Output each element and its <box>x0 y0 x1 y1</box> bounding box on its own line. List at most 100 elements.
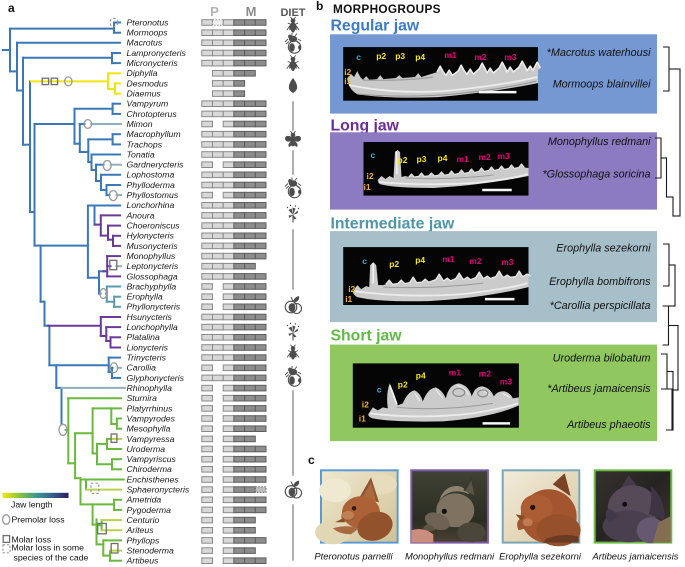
svg-text:Erophylla sezekorni: Erophylla sezekorni <box>556 243 651 255</box>
svg-text:Glossophaga: Glossophaga <box>127 271 178 281</box>
svg-text:Lophostoma: Lophostoma <box>127 170 175 180</box>
svg-text:Erophylla: Erophylla <box>127 292 163 302</box>
svg-text:Uroderma: Uroderma <box>127 444 166 454</box>
svg-text:Lonchophylla: Lonchophylla <box>127 322 178 332</box>
svg-text:c: c <box>308 453 315 467</box>
svg-text:Platyrrhinus: Platyrrhinus <box>127 403 174 413</box>
svg-text:Anoura: Anoura <box>126 210 155 220</box>
svg-text:p2: p2 <box>398 155 408 165</box>
svg-text:i1: i1 <box>364 182 371 192</box>
svg-text:Regular jaw: Regular jaw <box>331 18 420 35</box>
svg-text:Mormoops: Mormoops <box>127 28 169 38</box>
svg-text:Pteronotus: Pteronotus <box>127 17 170 27</box>
svg-text:m3: m3 <box>500 376 513 386</box>
svg-text:c: c <box>356 52 361 62</box>
svg-text:Artibeus: Artibeus <box>126 556 160 566</box>
svg-text:Chiroderma: Chiroderma <box>127 464 173 474</box>
svg-text:Glyphonycteris: Glyphonycteris <box>127 373 185 383</box>
svg-text:Molar loss in some: Molar loss in some <box>12 543 85 553</box>
svg-text:c: c <box>362 256 367 266</box>
svg-text:Monophyllus redmani: Monophyllus redmani <box>548 136 651 148</box>
svg-text:p4: p4 <box>438 153 448 163</box>
svg-text:p2: p2 <box>389 259 399 269</box>
svg-text:m3: m3 <box>501 257 514 267</box>
svg-text:m3: m3 <box>504 52 517 62</box>
svg-text:a: a <box>8 1 15 15</box>
svg-text:Sphaeronycteris: Sphaeronycteris <box>127 485 190 495</box>
svg-text:m2: m2 <box>479 152 492 162</box>
svg-text:Lonchorhina: Lonchorhina <box>127 200 175 210</box>
svg-text:Diaemus: Diaemus <box>127 89 162 99</box>
svg-text:Short jaw: Short jaw <box>331 328 403 345</box>
svg-text:m2: m2 <box>479 368 492 378</box>
svg-text:i1: i1 <box>345 294 352 304</box>
svg-text:p2: p2 <box>398 379 408 389</box>
svg-text:Hsunycteris: Hsunycteris <box>127 312 173 322</box>
svg-text:species of the cade: species of the cade <box>14 553 89 563</box>
svg-text:m1: m1 <box>457 154 470 164</box>
svg-text:Gardnerycteris: Gardnerycteris <box>127 160 185 170</box>
svg-text:Pygoderma: Pygoderma <box>127 505 172 515</box>
svg-text:Mesophylla: Mesophylla <box>127 424 171 434</box>
svg-text:p3: p3 <box>417 154 427 164</box>
svg-text:Trinycteris: Trinycteris <box>127 353 167 363</box>
svg-text:Jaw length: Jaw length <box>11 500 53 510</box>
svg-text:Vampyrum: Vampyrum <box>127 99 169 109</box>
svg-text:p2: p2 <box>376 51 386 61</box>
svg-text:i2: i2 <box>362 399 369 409</box>
svg-text:Choeroniscus: Choeroniscus <box>127 221 181 231</box>
svg-text:Diphylla: Diphylla <box>127 68 158 78</box>
svg-text:MORPHOGROUPS: MORPHOGROUPS <box>333 2 441 16</box>
svg-text:m2: m2 <box>469 256 482 266</box>
svg-text:Desmodus: Desmodus <box>127 78 169 88</box>
svg-text:Lionycteris: Lionycteris <box>127 342 169 352</box>
svg-text:m2: m2 <box>474 52 487 62</box>
svg-text:Stenoderma: Stenoderma <box>127 546 174 556</box>
svg-text:Macrophyllum: Macrophyllum <box>127 129 181 139</box>
svg-text:P: P <box>210 4 219 19</box>
svg-text:Mimon: Mimon <box>127 119 153 129</box>
svg-text:Hylonycteris: Hylonycteris <box>127 231 175 241</box>
svg-text:m1: m1 <box>449 367 462 377</box>
svg-text:p4: p4 <box>415 255 425 265</box>
svg-text:Pteronotus parnelli: Pteronotus parnelli <box>314 551 393 562</box>
svg-text:c: c <box>371 150 376 160</box>
svg-text:Musonycteris: Musonycteris <box>127 241 179 251</box>
svg-text:p4: p4 <box>415 52 425 62</box>
svg-text:*Artibeus jamaicensis: *Artibeus jamaicensis <box>547 383 651 395</box>
svg-text:*Carollia perspicillata: *Carollia perspicillata <box>550 300 651 312</box>
svg-text:Molar loss: Molar loss <box>12 535 52 545</box>
svg-text:Lampronycteris: Lampronycteris <box>127 48 187 58</box>
svg-text:Phyllostomus: Phyllostomus <box>127 190 179 200</box>
svg-text:Leptonycteris: Leptonycteris <box>127 261 179 271</box>
svg-text:Monophyllus: Monophyllus <box>127 251 176 261</box>
svg-text:p4: p4 <box>416 370 426 380</box>
svg-text:Chrotopterus: Chrotopterus <box>127 109 178 119</box>
svg-text:Enchisthenes: Enchisthenes <box>127 474 180 484</box>
svg-text:DIET: DIET <box>280 7 305 19</box>
svg-text:Phyllops: Phyllops <box>127 535 160 545</box>
svg-text:Phyllonycteris: Phyllonycteris <box>127 302 181 312</box>
svg-text:Carollia: Carollia <box>127 363 157 373</box>
svg-text:Monophyllus redmani: Monophyllus redmani <box>405 551 495 562</box>
svg-text:Vampyrodes: Vampyrodes <box>127 413 176 423</box>
svg-text:Centurio: Centurio <box>127 515 160 525</box>
svg-text:Phylloderma: Phylloderma <box>127 180 175 190</box>
svg-text:c: c <box>377 384 382 394</box>
svg-text:Premolar loss: Premolar loss <box>12 515 66 525</box>
svg-text:*Macrotus waterhousi: *Macrotus waterhousi <box>547 47 651 59</box>
svg-text:Brachyphylla: Brachyphylla <box>127 281 177 291</box>
svg-text:i2: i2 <box>367 171 374 181</box>
svg-text:m3: m3 <box>498 151 511 161</box>
svg-text:Vampyriscus: Vampyriscus <box>127 454 177 464</box>
svg-text:Macrotus: Macrotus <box>127 38 163 48</box>
svg-text:Long jaw: Long jaw <box>331 118 400 135</box>
svg-text:p3: p3 <box>395 51 405 61</box>
svg-text:Rhinophylla: Rhinophylla <box>127 383 173 393</box>
svg-text:Trachops: Trachops <box>127 139 163 149</box>
svg-text:Artibeus phaeotis: Artibeus phaeotis <box>566 419 651 431</box>
svg-text:Vampyressa: Vampyressa <box>127 434 175 444</box>
svg-text:Platalina: Platalina <box>127 332 160 342</box>
svg-text:Uroderma bilobatum: Uroderma bilobatum <box>553 353 651 365</box>
svg-text:i2: i2 <box>348 284 355 294</box>
